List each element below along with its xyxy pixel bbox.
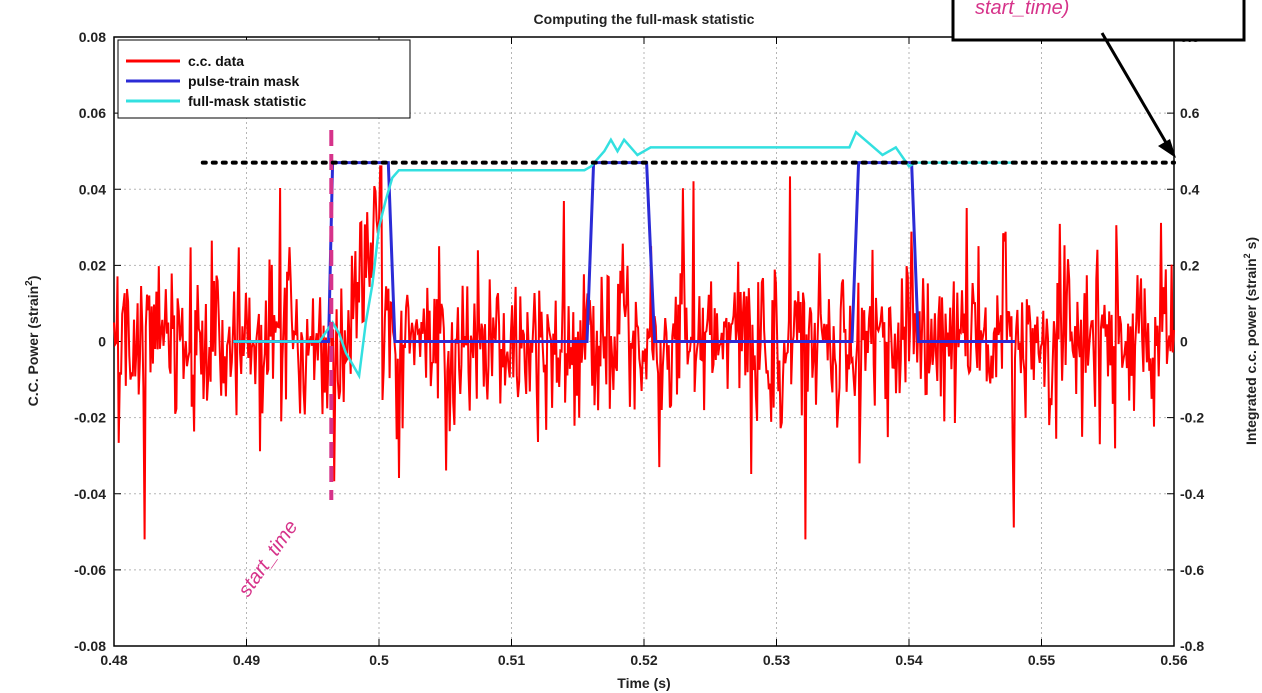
y2-tick-label: -0.6 xyxy=(1180,562,1204,578)
legend-label-pulse-train-mask: pulse-train mask xyxy=(188,73,299,89)
y2-tick-label: -0.2 xyxy=(1180,410,1204,426)
x-tick-label: 0.52 xyxy=(630,652,657,668)
x-tick-label: 0.5 xyxy=(369,652,389,668)
x-tick-label: 0.53 xyxy=(763,652,790,668)
legend-label-cc-data: c.c. data xyxy=(188,53,244,69)
y2-tick-label: 0 xyxy=(1180,334,1188,350)
y-tick-label: -0.06 xyxy=(74,562,106,578)
y-tick-label: -0.08 xyxy=(74,638,106,654)
y-tick-label: -0.02 xyxy=(74,410,106,426)
series-full-mask-statistic xyxy=(233,130,1015,380)
legend: c.c. data pulse-train mask full-mask sta… xyxy=(117,39,411,119)
x-tick-label: 0.55 xyxy=(1028,652,1055,668)
y-tick-labels: 0.08 0.06 0.04 0.02 0 -0.02 -0.04 -0.06 -0.08 xyxy=(74,29,106,654)
x-tick-label: 0.48 xyxy=(100,652,127,668)
y2-tick-label: -0.8 xyxy=(1180,638,1204,654)
full-mask-statistic-line xyxy=(233,130,1015,380)
y2-tick-label: 0.4 xyxy=(1180,181,1200,197)
y-tick-label: -0.04 xyxy=(74,486,106,502)
chart-title: Computing the full-mask statistic xyxy=(534,11,755,27)
y-tick-label: 0.08 xyxy=(79,29,106,45)
legend-box xyxy=(117,39,411,119)
x-tick-label: 0.56 xyxy=(1160,652,1187,668)
series-cc-data xyxy=(113,165,1175,540)
callout-text: start_time) xyxy=(975,0,1069,19)
y-tick-label: 0 xyxy=(98,334,106,350)
y2-axis-label: Integrated c.c. power (strain2 s) xyxy=(1242,237,1259,445)
callout-arrow-head xyxy=(1158,139,1176,158)
y-tick-label: 0.02 xyxy=(79,257,106,273)
y2-tick-label: -0.4 xyxy=(1180,486,1204,502)
x-tick-labels: 0.48 0.49 0.5 0.51 0.52 0.53 0.54 0.55 0.56 xyxy=(100,652,1187,668)
y2-tick-label: 0.2 xyxy=(1180,257,1200,273)
x-tick-label: 0.49 xyxy=(233,652,260,668)
y-axis-label: C.C. Power (strain2) xyxy=(24,276,41,407)
callout-arrow-line xyxy=(1100,32,1170,147)
callout-box xyxy=(951,0,1246,42)
y2-tick-label: 0.6 xyxy=(1180,105,1200,121)
cc-data-line xyxy=(113,165,1175,540)
x-tick-label: 0.54 xyxy=(895,652,922,668)
y-tick-label: 0.06 xyxy=(79,105,106,121)
tick-marks xyxy=(113,36,1175,647)
x-tick-label: 0.51 xyxy=(498,652,525,668)
x-axis-label: Time (s) xyxy=(617,675,670,691)
y-tick-label: 0.04 xyxy=(79,181,106,197)
legend-label-full-mask-statistic: full-mask statistic xyxy=(188,93,306,109)
